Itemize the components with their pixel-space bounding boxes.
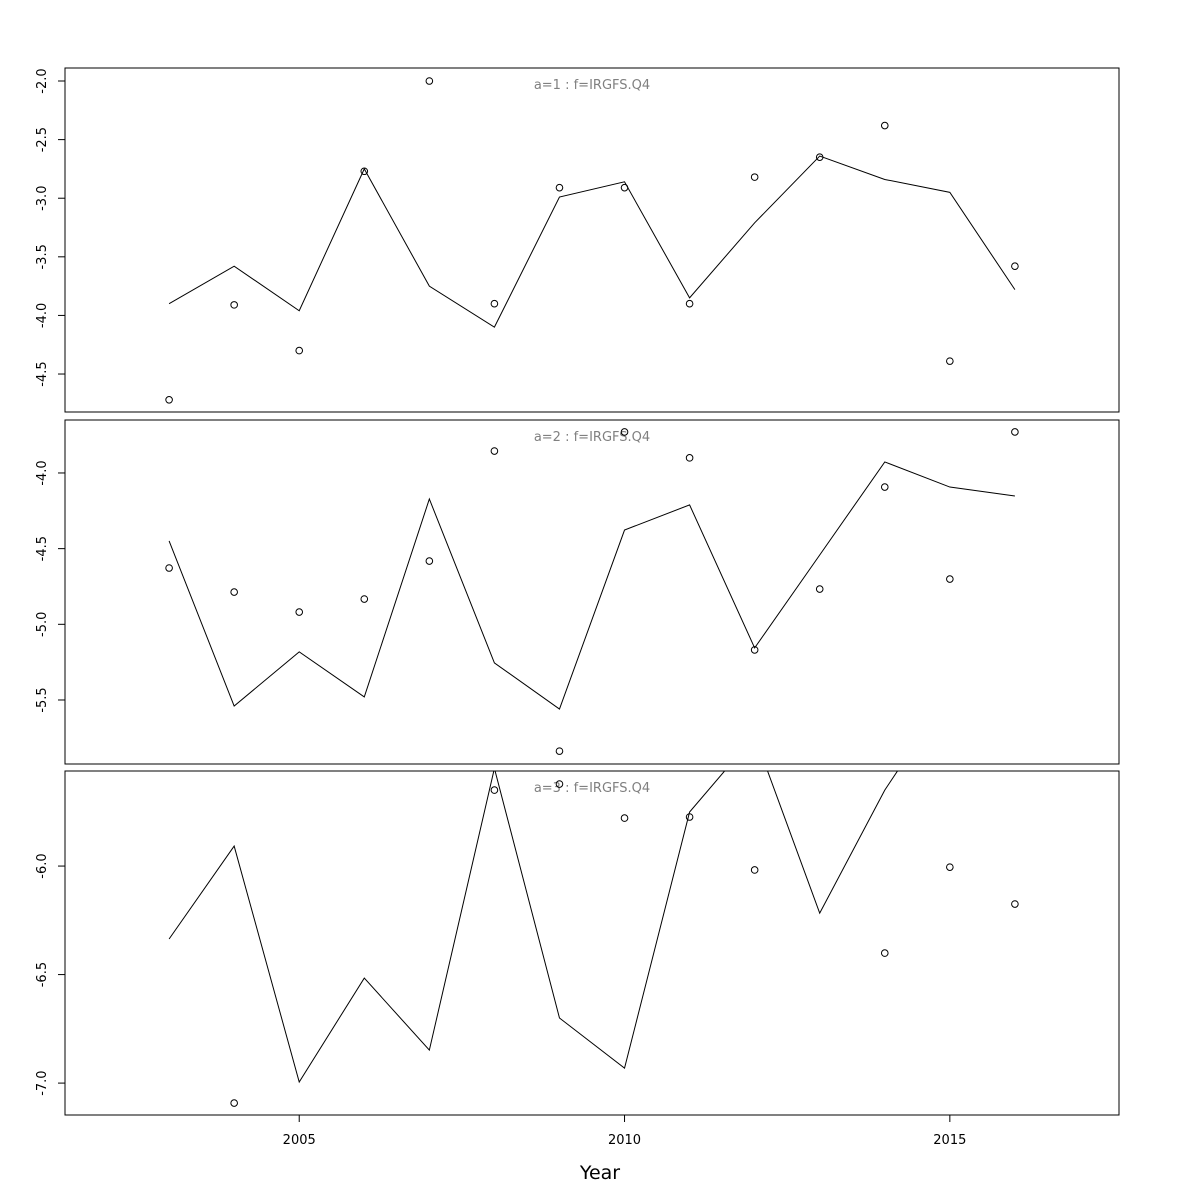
y-tick-label: -4.0 bbox=[35, 303, 50, 328]
series-line bbox=[168, 461, 1015, 710]
point bbox=[165, 564, 173, 572]
point bbox=[230, 588, 238, 596]
y-tick-label: -2.0 bbox=[35, 68, 50, 93]
plot-area bbox=[165, 77, 1019, 404]
point bbox=[555, 183, 564, 192]
series-line bbox=[168, 771, 899, 1084]
y-tick-label: -5.0 bbox=[35, 612, 50, 637]
point bbox=[750, 646, 759, 654]
point bbox=[880, 121, 889, 130]
x-tick-label: 2005 bbox=[283, 1133, 316, 1148]
point bbox=[620, 814, 629, 822]
series-line bbox=[168, 155, 1016, 328]
point bbox=[1011, 900, 1019, 908]
panel-frame bbox=[64, 770, 1120, 1116]
x-axis-title: Year bbox=[579, 1162, 620, 1184]
point bbox=[425, 557, 434, 565]
point bbox=[555, 747, 564, 755]
plot-area bbox=[168, 771, 1019, 1107]
point bbox=[946, 357, 954, 365]
y-tick-label: -6.0 bbox=[35, 853, 50, 878]
panel-title: a=1 : f=IRGFS.Q4 bbox=[534, 78, 650, 93]
point bbox=[1011, 428, 1019, 436]
point bbox=[815, 585, 824, 593]
point bbox=[1011, 262, 1019, 270]
point bbox=[425, 77, 434, 85]
plot-area bbox=[165, 428, 1019, 755]
y-tick-label: -4.5 bbox=[35, 536, 50, 561]
y-tick-label: -4.0 bbox=[35, 460, 50, 485]
point bbox=[946, 575, 954, 583]
point bbox=[230, 301, 238, 309]
point bbox=[880, 483, 889, 491]
point bbox=[750, 866, 759, 874]
point bbox=[685, 454, 694, 462]
point bbox=[750, 173, 759, 181]
point bbox=[295, 608, 304, 616]
point bbox=[490, 447, 499, 455]
panel-frame bbox=[64, 67, 1120, 413]
point bbox=[880, 949, 889, 957]
panel-frame bbox=[64, 419, 1120, 765]
point bbox=[165, 396, 173, 404]
y-tick-label: -5.5 bbox=[35, 687, 50, 712]
y-tick-label: -2.5 bbox=[35, 127, 50, 152]
point bbox=[490, 786, 499, 794]
x-tick-label: 2010 bbox=[608, 1133, 641, 1148]
y-tick-label: -7.0 bbox=[35, 1070, 50, 1095]
x-tick-label: 2015 bbox=[933, 1133, 966, 1148]
panel-title: a=2 : f=IRGFS.Q4 bbox=[534, 430, 650, 445]
point bbox=[295, 346, 304, 355]
point bbox=[360, 595, 369, 603]
y-tick-label: -6.5 bbox=[35, 962, 50, 987]
point bbox=[620, 428, 629, 436]
panel-title: a=3 : f=IRGFS.Q4 bbox=[534, 781, 650, 796]
point bbox=[555, 780, 564, 788]
y-tick-label: -3.0 bbox=[35, 186, 50, 211]
point bbox=[946, 863, 954, 871]
point bbox=[230, 1099, 238, 1107]
y-tick-label: -4.5 bbox=[35, 361, 50, 386]
point bbox=[685, 299, 694, 308]
point bbox=[490, 299, 499, 308]
y-tick-label: -3.5 bbox=[35, 244, 50, 269]
